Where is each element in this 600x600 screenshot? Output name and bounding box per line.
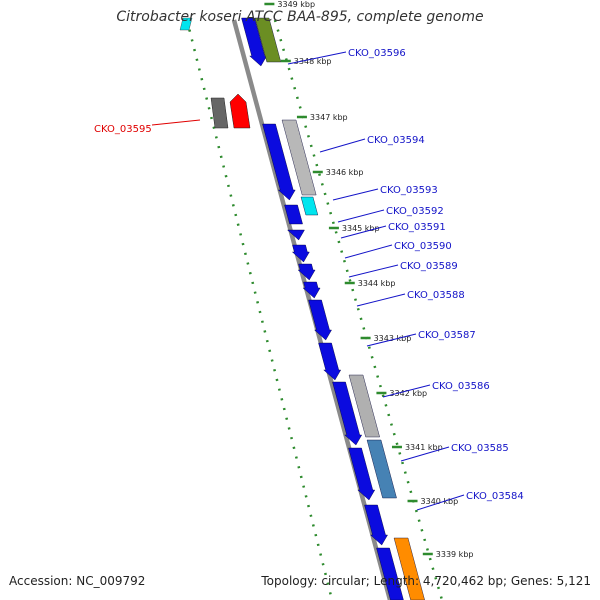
tick-label-1: 3349 kbp (277, 0, 315, 9)
gene-leader-CKO_03588 (356, 293, 406, 307)
gene-leader-CKO_03596 (287, 51, 347, 65)
gene-leader-CKO_03585 (400, 446, 450, 462)
gene-leader-CKO_03590 (344, 244, 393, 259)
gene-leader-CKO_03591 (340, 225, 387, 239)
tick-label-3: 3347 kbp (310, 113, 348, 122)
outer-gene-block-orange (393, 537, 425, 600)
forward-gene-block-9 (318, 342, 342, 381)
outer-gene-block-grey-1 (281, 119, 317, 196)
tick-label-6: 3344 kbp (358, 279, 396, 288)
tick-label-2: 3348 kbp (294, 57, 332, 66)
grey-gene-block (210, 97, 229, 129)
tick-label-5: 3345 kbp (342, 224, 380, 233)
tick-label-10: 3340 kbp (421, 497, 459, 506)
forward-gene-block-6 (297, 263, 316, 281)
gene-leader-CKO_03593 (332, 188, 379, 201)
outer-gene-block-cyan (300, 196, 319, 216)
label-group: CKO_03596 CKO_03595 CKO_03594 CKO_03593 CKO_… (94, 48, 524, 511)
forward-gene-block-5 (291, 244, 310, 263)
outer-gene-block-grey-2 (348, 374, 380, 438)
forward-gene-block-3 (284, 204, 303, 225)
gene-label-CKO_03585: CKO_03585 (451, 443, 509, 454)
gene-leader-CKO_03589 (348, 264, 399, 278)
gene-label-CKO_03589: CKO_03589 (400, 261, 458, 272)
gene-leader-CKO_03587 (366, 333, 417, 347)
gene-leader-CKO_03586 (382, 384, 431, 398)
accession-label: Accession: NC_009792 (9, 574, 146, 588)
forward-gene-block-1 (241, 17, 268, 67)
cyan-gene-fragment (179, 17, 193, 31)
forward-gene-block-10 (332, 381, 363, 446)
outer-ring-right-dots (273, 19, 444, 600)
gene-label-CKO_03596: CKO_03596 (348, 48, 406, 59)
forward-gene-block-7 (302, 281, 321, 299)
tick-label-9: 3341 kbp (405, 443, 443, 452)
map-title: Citrobacter koseri ATCC BAA-895, complet… (116, 9, 484, 25)
forward-gene-block-13 (376, 547, 404, 600)
tick-label-7: 3343 kbp (374, 334, 412, 343)
tick-group: 3349 kbp 3348 kbp 3347 kbp 3346 kbp 3345 kbp… (264, 0, 473, 559)
gene-label-CKO_03587: CKO_03587 (418, 330, 476, 341)
gene-label-CKO_03592: CKO_03592 (386, 206, 444, 217)
tick-label-4: 3346 kbp (326, 168, 364, 177)
forward-gene-block-11 (348, 447, 376, 501)
red-gene-block (229, 93, 251, 129)
gene-label-CKO_03588: CKO_03588 (407, 290, 465, 301)
gene-leader-CKO_03594 (319, 138, 366, 153)
gene-label-CKO_03584: CKO_03584 (466, 491, 524, 502)
gene-label-CKO_03591: CKO_03591 (388, 222, 446, 233)
tick-label-11: 3339 kbp (436, 550, 474, 559)
gene-leader-CKO_03595 (151, 119, 201, 126)
forward-gene-block-4 (286, 229, 305, 241)
outer-gene-block-steel (366, 439, 397, 499)
gene-label-CKO_03594: CKO_03594 (367, 135, 425, 146)
tick-label-8: 3342 kbp (389, 389, 427, 398)
gene-label-CKO_03593: CKO_03593 (380, 185, 438, 196)
forward-gene-block-12 (364, 504, 388, 546)
gene-label-CKO_03595: CKO_03595 (94, 124, 152, 135)
forward-gene-block-2 (262, 123, 296, 201)
genome-summary: Topology: circular; Length: 4,720,462 bp… (261, 574, 591, 588)
gene-label-CKO_03590: CKO_03590 (394, 241, 452, 252)
gene-leader-CKO_03592 (337, 209, 385, 223)
gene-leader-CKO_03584 (416, 494, 465, 511)
forward-gene-block-8 (308, 299, 332, 341)
gene-label-CKO_03586: CKO_03586 (432, 381, 490, 392)
